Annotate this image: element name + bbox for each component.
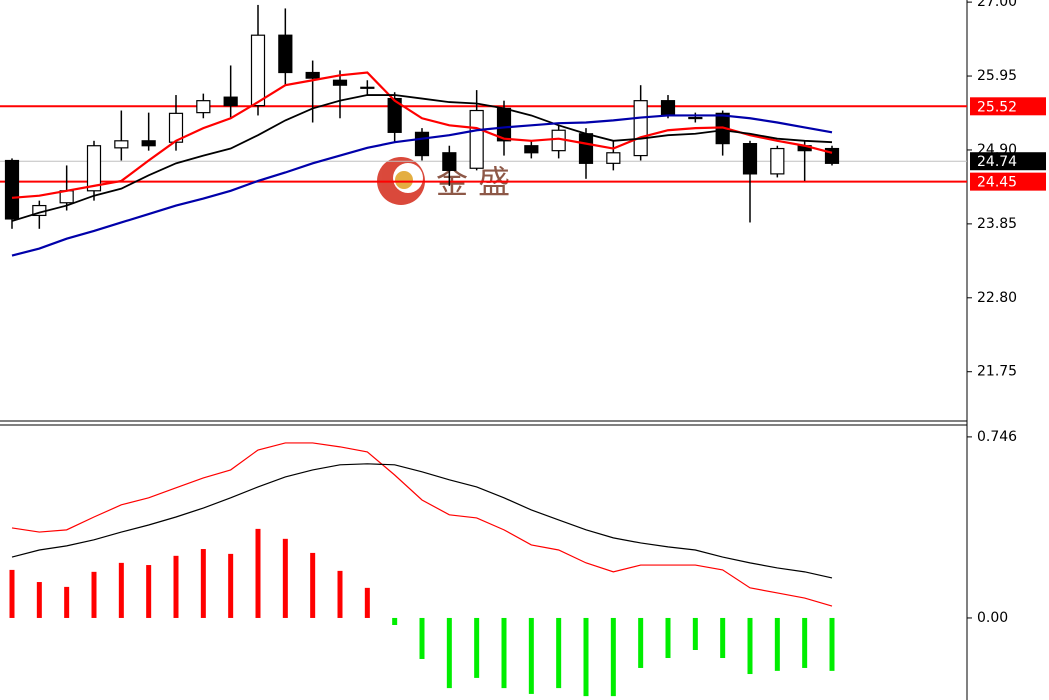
macd-bar: [692, 617, 698, 650]
macd-bar: [556, 617, 562, 689]
candle-body: [278, 34, 293, 74]
macd-bar: [255, 528, 261, 618]
macd-bar: [146, 565, 152, 618]
moving-average: [11, 71, 833, 199]
price-label: 24.74: [977, 154, 1017, 170]
moving-average: [11, 94, 833, 222]
macd-bar: [392, 617, 398, 625]
y-tick-label: 21.75: [977, 364, 1017, 380]
macd-bar: [310, 552, 316, 618]
macd-bar: [802, 617, 808, 668]
candle-body: [660, 100, 676, 117]
candle-body: [332, 79, 348, 86]
macd-bar: [528, 617, 534, 694]
macd-line: [11, 463, 833, 579]
macd-bar: [665, 617, 671, 659]
candle-body: [168, 112, 184, 143]
candle-body: [250, 34, 266, 107]
macd-bar: [774, 617, 780, 671]
macd-bar: [118, 562, 124, 618]
candle-body: [305, 71, 320, 79]
macd-bar: [474, 617, 480, 678]
candle-body: [196, 100, 211, 114]
candle-body: [688, 116, 703, 120]
candle-body: [360, 86, 375, 89]
macd-bar: [747, 617, 753, 675]
macd-bar: [36, 582, 42, 618]
moving-average: [11, 114, 833, 257]
candle-body: [114, 140, 129, 149]
candle-body: [442, 152, 457, 171]
macd-bar: [173, 555, 179, 618]
candle-body: [524, 145, 539, 154]
candle-body: [578, 133, 594, 164]
macd-bar: [337, 570, 343, 618]
macd-line: [11, 442, 833, 607]
macd-bar: [610, 617, 616, 697]
y-tick-label: 0.746: [977, 429, 1017, 445]
y-tick-label: 27.00: [977, 0, 1017, 10]
macd-bar: [200, 549, 206, 618]
candle-body: [223, 96, 238, 107]
candle-body: [86, 145, 102, 192]
macd-bar: [364, 587, 370, 618]
macd-bar: [583, 617, 589, 697]
price-label-box: [970, 172, 1046, 191]
macd-bar: [228, 553, 234, 618]
y-tick-label: 23.85: [977, 216, 1017, 232]
y-tick-label: 0.00: [977, 610, 1008, 626]
candle-body: [770, 147, 785, 175]
macd-bar: [638, 617, 644, 668]
macd-bar: [720, 617, 726, 659]
candle-body: [4, 159, 20, 220]
watermark-logo-dot: [395, 171, 413, 189]
macd-bar: [446, 617, 452, 689]
candle-body: [633, 100, 648, 157]
y-tick-label: 22.80: [977, 290, 1017, 306]
macd-bar: [64, 586, 70, 618]
candle-body: [387, 97, 402, 133]
price-label-box: [970, 152, 1046, 171]
macd-bar: [282, 538, 288, 618]
macd-bar: [501, 617, 507, 689]
macd-bar: [91, 571, 97, 618]
candle-body: [469, 109, 484, 169]
candle-body: [606, 152, 621, 164]
macd-bar: [419, 617, 425, 659]
macd-bar: [829, 617, 835, 671]
candle-body: [141, 140, 156, 147]
price-label-box: [970, 97, 1046, 116]
y-tick-label: 25.95: [977, 68, 1017, 84]
price-label: 25.52: [977, 99, 1017, 115]
candle-body: [742, 143, 758, 175]
macd-bar: [9, 569, 15, 618]
candle-body: [414, 131, 430, 157]
price-label: 24.45: [977, 175, 1017, 191]
